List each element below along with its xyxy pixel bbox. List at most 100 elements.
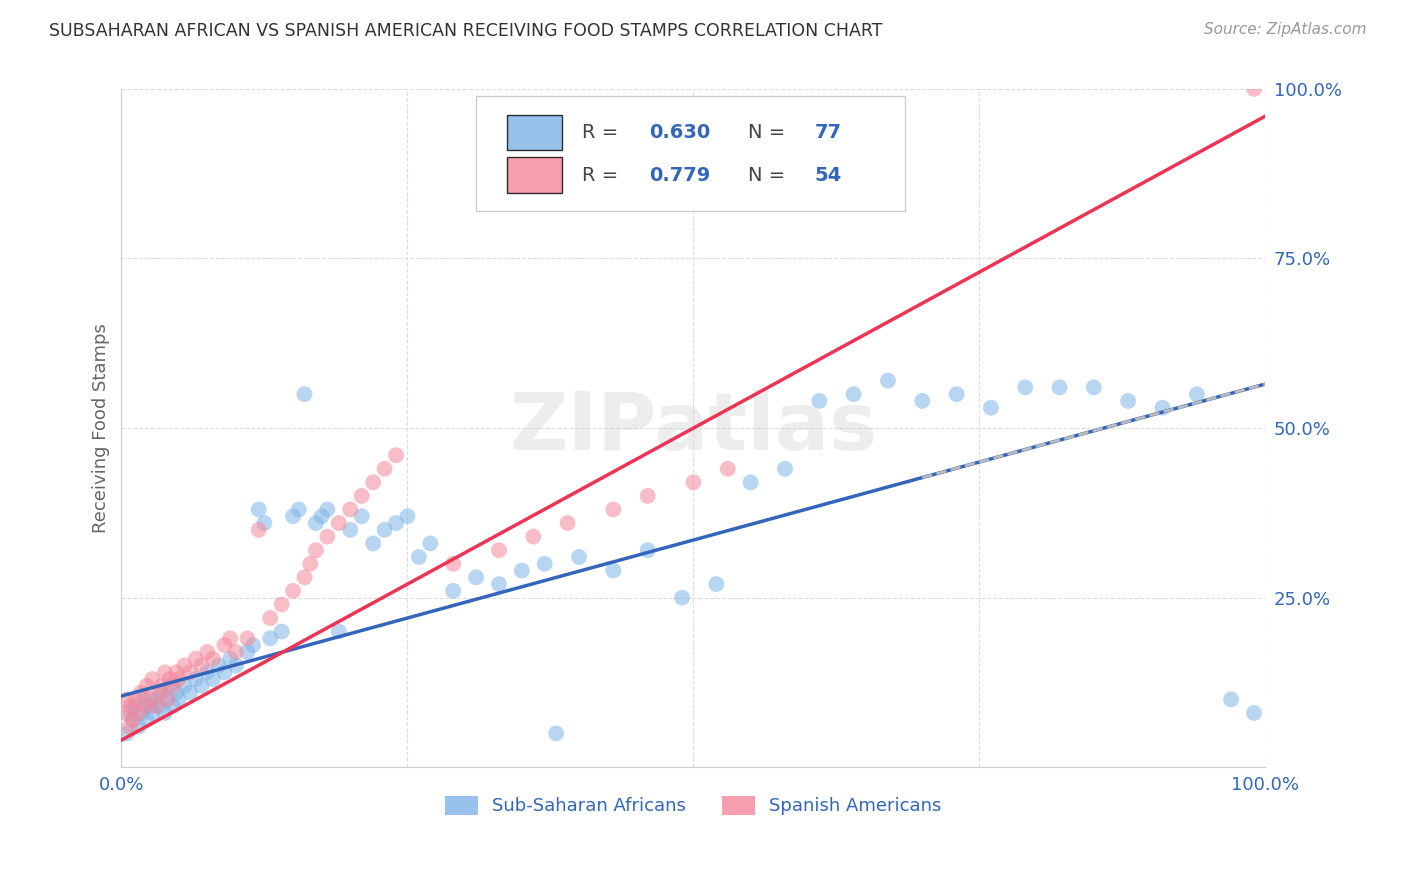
Point [374,523,396,537]
Point [1243,82,1265,96]
Point [247,523,270,537]
Point [225,658,247,673]
Point [242,638,264,652]
Point [911,393,934,408]
Point [150,686,173,700]
Point [128,720,150,734]
Point [162,699,184,714]
Point [980,401,1002,415]
Point [316,530,339,544]
Point [179,686,201,700]
Point [328,516,350,530]
Point [682,475,704,490]
Point [602,564,624,578]
Point [167,672,190,686]
Text: Source: ZipAtlas.com: Source: ZipAtlas.com [1204,22,1367,37]
Point [522,530,544,544]
Text: R =: R = [582,166,626,185]
Point [602,502,624,516]
Point [236,645,259,659]
Point [717,462,740,476]
Y-axis label: Receiving Food Stamps: Receiving Food Stamps [93,323,110,533]
Point [165,665,187,680]
Point [150,679,173,693]
Point [145,699,167,714]
Point [1152,401,1174,415]
Point [165,686,187,700]
Point [294,570,316,584]
Point [135,713,157,727]
Point [311,509,333,524]
Text: 77: 77 [814,123,842,142]
Text: 0.630: 0.630 [648,123,710,142]
Point [131,706,153,720]
Point [134,699,156,714]
Point [129,686,152,700]
Point [159,679,181,693]
Point [419,536,441,550]
Text: N =: N = [748,166,792,185]
Point [184,672,207,686]
Point [219,651,242,665]
Point [115,692,138,706]
Point [339,502,361,516]
Point [339,523,361,537]
Point [740,475,762,490]
Point [396,509,419,524]
Point [1185,387,1208,401]
Point [128,706,150,720]
Point [190,658,212,673]
Point [195,665,218,680]
FancyBboxPatch shape [508,115,562,150]
Point [408,549,430,564]
Point [328,624,350,639]
Point [201,672,224,686]
Point [1014,380,1036,394]
Point [294,387,316,401]
Text: ZIPatlas: ZIPatlas [509,389,877,467]
Point [385,516,408,530]
Point [546,726,568,740]
Text: SUBSAHARAN AFRICAN VS SPANISH AMERICAN RECEIVING FOOD STAMPS CORRELATION CHART: SUBSAHARAN AFRICAN VS SPANISH AMERICAN R… [49,22,883,40]
Point [145,692,167,706]
Point [214,638,236,652]
Point [184,651,207,665]
Point [208,658,231,673]
Point [156,692,179,706]
Point [225,645,247,659]
Legend: Sub-Saharan Africans, Spanish Americans: Sub-Saharan Africans, Spanish Americans [439,789,949,822]
Point [139,699,162,714]
Point [124,699,146,714]
Point [139,692,162,706]
Point [1220,692,1243,706]
Point [316,502,339,516]
Point [122,713,145,727]
Point [141,706,163,720]
Point [236,632,259,646]
Point [1083,380,1105,394]
Point [190,679,212,693]
Text: 0.779: 0.779 [648,166,710,185]
Point [637,543,659,558]
Point [201,651,224,665]
Point [533,557,555,571]
Point [281,509,304,524]
Point [122,713,145,727]
Point [488,577,510,591]
Point [114,706,136,720]
Point [557,516,579,530]
Point [115,726,138,740]
Point [877,374,900,388]
Point [465,570,488,584]
Point [270,598,292,612]
Point [153,665,176,680]
Point [120,706,142,720]
Point [135,679,157,693]
Point [1049,380,1071,394]
Point [305,543,328,558]
Point [1116,393,1139,408]
Point [219,632,242,646]
Text: R =: R = [582,123,626,142]
Point [842,387,865,401]
Point [173,658,195,673]
